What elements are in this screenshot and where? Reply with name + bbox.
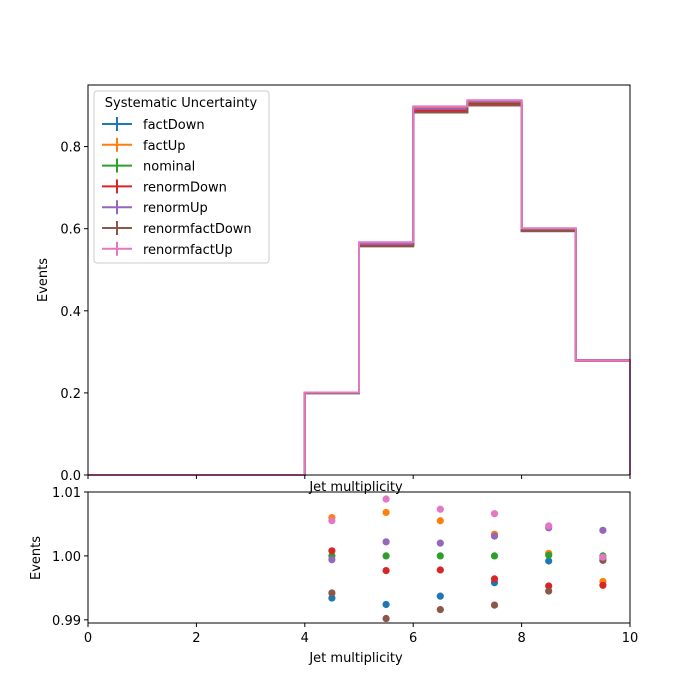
legend-label: factUp xyxy=(143,139,186,154)
legend-entry-renormDown: renormDown xyxy=(102,179,227,195)
legend-label: renormfactDown xyxy=(143,222,252,237)
legend-entry-renormfactDown: renormfactDown xyxy=(102,221,252,237)
ratio-x-axis-label: Jet multiplicity xyxy=(308,651,403,666)
legend-label: renormfactUp xyxy=(143,243,233,258)
legend-label: factDown xyxy=(143,118,205,133)
ratio-point-factDown xyxy=(436,592,444,600)
ratio-point-renormfactDown xyxy=(545,587,553,595)
legend-frame xyxy=(93,90,270,264)
legend-entries: factDown factUp nominal renormDown renormUp r… xyxy=(102,117,252,258)
ratio-point-renormDown xyxy=(490,575,499,583)
ratio-point-nominal xyxy=(490,552,499,560)
main-y-tick-label: 0.0 xyxy=(60,469,81,484)
ratio-point-renormfactDown xyxy=(436,605,444,614)
main-y-tick-label: 0.6 xyxy=(60,223,81,238)
legend-entry-factUp: factUp xyxy=(102,137,186,154)
ratio-point-renormfactUp xyxy=(436,505,444,513)
ratio-point-factDown xyxy=(382,600,390,609)
ratio-point-renormfactUp xyxy=(382,495,390,503)
ratio-y-ticks: 0.99 1.00 1.01 xyxy=(52,486,88,629)
ratio-point-factUp xyxy=(436,517,444,525)
legend-label: renormUp xyxy=(143,201,208,216)
legend-label: renormDown xyxy=(143,180,227,195)
ratio-point-renormDown xyxy=(436,566,444,574)
ratio-point-renormDown xyxy=(382,567,390,575)
ratio-point-factUp xyxy=(382,508,390,517)
legend-label: nominal xyxy=(143,160,195,175)
ratio-points-group xyxy=(328,495,607,623)
main-histogram-panel: 0.00.20.40.60.8 Jet multiplicity Events … xyxy=(36,84,631,495)
main-x-ticks xyxy=(87,475,631,479)
ratio-point-renormfactUp xyxy=(328,517,336,525)
legend-title: Systematic Uncertainty xyxy=(105,96,258,111)
ratio-x-tick-label: 4 xyxy=(301,631,309,646)
ratio-point-renormfactDown xyxy=(328,589,336,597)
legend-entry-renormUp: renormUp xyxy=(102,200,208,216)
main-y-axis-label: Events xyxy=(36,258,51,302)
legend-entry-factDown: factDown xyxy=(102,117,205,133)
legend: Systematic Uncertainty factDown factUp nom… xyxy=(93,90,270,264)
main-y-tick-label: 0.4 xyxy=(60,305,81,320)
ratio-y-tick-label: 1.01 xyxy=(52,486,81,501)
ratio-plot-frame xyxy=(87,491,631,624)
legend-entry-renormfactUp: renormfactUp xyxy=(102,241,233,258)
ratio-point-renormUp xyxy=(436,539,444,547)
ratio-x-tick-label: 2 xyxy=(192,631,200,646)
ratio-point-renormDown xyxy=(545,582,553,590)
ratio-scatter-panel: 0.99 1.00 1.01 0 2 4 6 8 10 Jet multiplicity Ev… xyxy=(29,486,638,666)
ratio-x-tick-label: 8 xyxy=(517,631,525,646)
ratio-point-renormfactUp xyxy=(599,553,607,561)
main-y-tick-label: 0.8 xyxy=(60,141,81,156)
ratio-x-tick-label: 0 xyxy=(84,631,92,646)
main-x-axis-label: Jet multiplicity xyxy=(308,480,403,495)
ratio-point-renormfactDown xyxy=(490,601,499,609)
ratio-point-nominal xyxy=(436,552,444,560)
ratio-point-renormUp xyxy=(382,538,390,546)
ratio-point-renormfactUp xyxy=(490,510,499,518)
ratio-x-ticks: 0 2 4 6 8 10 xyxy=(84,623,638,646)
ratio-y-tick-label: 1.00 xyxy=(52,550,81,565)
ratio-point-renormUp xyxy=(328,556,336,564)
ratio-point-renormDown xyxy=(599,581,607,589)
ratio-point-nominal xyxy=(545,551,553,559)
ratio-point-nominal xyxy=(382,552,390,560)
ratio-y-tick-label: 0.99 xyxy=(52,614,81,629)
ratio-y-axis-label: Events xyxy=(29,536,44,580)
main-y-ticks: 0.0 0.2 0.4 0.6 0.8 xyxy=(60,141,88,484)
ratio-point-renormfactUp xyxy=(545,522,553,530)
ratio-point-renormUp xyxy=(490,532,499,540)
main-plot-frame xyxy=(87,84,631,476)
ratio-point-renormDown xyxy=(328,547,336,555)
ratio-point-factDown xyxy=(328,594,336,602)
ratio-point-renormUp xyxy=(599,526,607,534)
ratio-point-factDown xyxy=(545,557,553,565)
main-y-tick-label: 0.2 xyxy=(60,387,81,402)
ratio-x-tick-label: 10 xyxy=(622,631,639,646)
ratio-x-tick-label: 6 xyxy=(409,631,417,646)
ratio-point-renormfactDown xyxy=(382,614,390,623)
legend-entry-nominal: nominal xyxy=(102,158,195,175)
